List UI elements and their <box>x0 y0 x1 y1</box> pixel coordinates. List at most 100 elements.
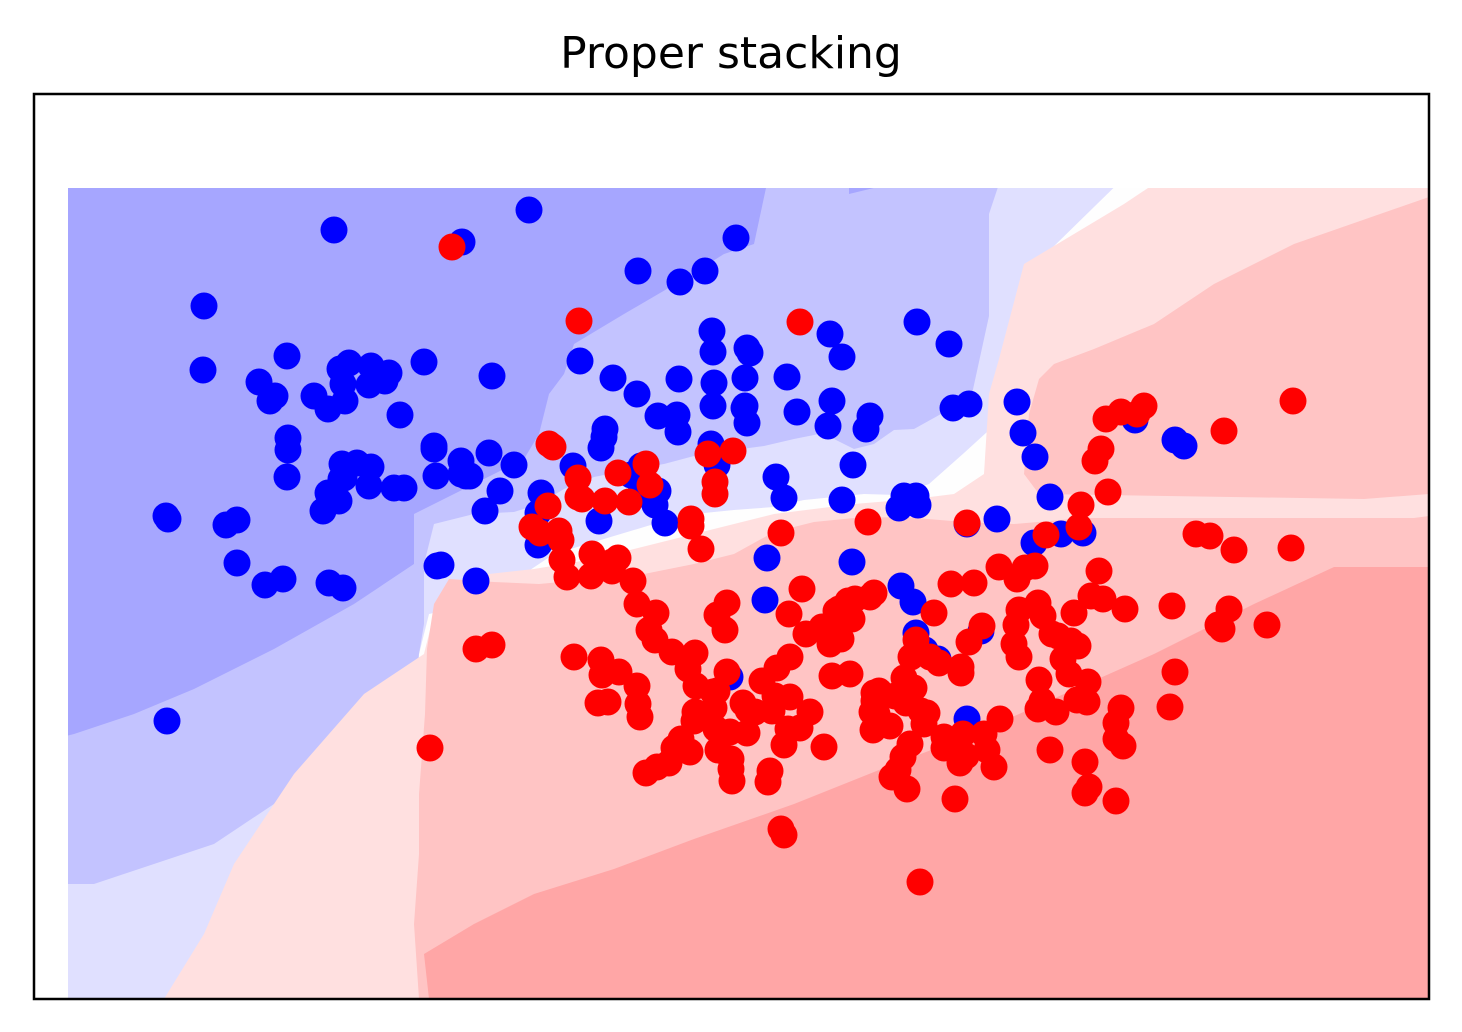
point-red-92 <box>1065 513 1093 541</box>
point-blue-34 <box>818 387 846 415</box>
point-blue-29 <box>699 392 727 420</box>
point-blue-110 <box>753 544 781 572</box>
point-blue-37 <box>935 330 963 358</box>
point-red-105 <box>1161 658 1189 686</box>
point-red-192 <box>717 755 745 783</box>
point-red-110 <box>1111 595 1139 623</box>
point-blue-95 <box>751 586 779 614</box>
point-red-215 <box>1277 534 1305 562</box>
point-blue-3 <box>722 224 750 252</box>
point-red-9 <box>636 471 664 499</box>
point-red-23 <box>553 563 581 591</box>
point-blue-7 <box>190 292 218 320</box>
point-blue-43 <box>386 401 414 429</box>
point-red-172 <box>947 659 975 687</box>
point-blue-121 <box>839 451 867 479</box>
point-red-121 <box>986 705 1014 733</box>
point-red-80 <box>960 569 988 597</box>
point-blue-6 <box>666 268 694 296</box>
point-red-99 <box>1196 522 1224 550</box>
point-red-146 <box>1071 779 1099 807</box>
point-blue-71 <box>330 464 358 492</box>
scatter-points <box>152 196 1307 896</box>
point-red-14 <box>694 440 722 468</box>
point-red-178 <box>818 662 846 690</box>
point-red-184 <box>776 683 804 711</box>
point-blue-48 <box>422 462 450 490</box>
point-red-130 <box>916 643 944 671</box>
point-blue-15 <box>478 362 506 390</box>
point-red-173 <box>937 570 965 598</box>
point-red-114 <box>1036 736 1064 764</box>
point-blue-73 <box>300 382 328 410</box>
point-blue-137 <box>1170 432 1198 460</box>
point-red-91 <box>1089 585 1117 613</box>
point-red-179 <box>810 733 838 761</box>
point-blue-4 <box>691 257 719 285</box>
point-red-127 <box>1024 695 1052 723</box>
point-red-152 <box>1060 599 1088 627</box>
point-red-49 <box>681 639 709 667</box>
point-red-154 <box>756 757 784 785</box>
point-red-150 <box>1063 686 1091 714</box>
point-red-13 <box>539 433 567 461</box>
point-blue-91 <box>762 463 790 491</box>
point-red-0 <box>438 233 466 261</box>
point-blue-78 <box>390 474 418 502</box>
point-blue-22 <box>699 338 727 366</box>
point-red-42 <box>478 631 506 659</box>
point-red-59 <box>733 719 761 747</box>
point-blue-67 <box>273 463 301 491</box>
point-red-20 <box>687 535 715 563</box>
point-blue-14 <box>410 348 438 376</box>
point-blue-138 <box>1021 443 1049 471</box>
point-red-200 <box>624 690 652 718</box>
point-blue-33 <box>828 343 856 371</box>
point-blue-28 <box>783 398 811 426</box>
point-blue-63 <box>152 502 180 530</box>
chart-title: Proper stacking <box>560 28 902 79</box>
point-red-103 <box>1094 478 1122 506</box>
point-red-176 <box>860 679 888 707</box>
point-blue-0 <box>320 216 348 244</box>
point-blue-126 <box>983 505 1011 533</box>
point-blue-66 <box>274 436 302 464</box>
point-blue-117 <box>838 548 866 576</box>
point-red-123 <box>1029 602 1057 630</box>
point-blue-5 <box>624 257 652 285</box>
point-red-196 <box>681 698 709 726</box>
point-red-185 <box>775 600 803 628</box>
point-red-167 <box>968 612 996 640</box>
point-red-207 <box>568 485 596 513</box>
point-red-84 <box>1032 521 1060 549</box>
point-red-95 <box>1087 435 1115 463</box>
point-red-153 <box>770 821 798 849</box>
point-red-142 <box>946 749 974 777</box>
point-blue-98 <box>590 423 618 451</box>
point-red-201 <box>588 661 616 689</box>
point-red-203 <box>564 464 592 492</box>
point-blue-25 <box>733 334 761 362</box>
point-red-32 <box>711 616 739 644</box>
point-red-151 <box>1025 666 1053 694</box>
point-red-190 <box>702 715 730 743</box>
point-red-24 <box>619 567 647 595</box>
point-red-214 <box>1215 595 1243 623</box>
point-red-170 <box>1000 630 1028 658</box>
point-red-77 <box>920 599 948 627</box>
point-blue-23 <box>731 364 759 392</box>
point-blue-97 <box>663 401 691 429</box>
point-blue-35 <box>856 402 884 430</box>
point-blue-41 <box>256 387 284 415</box>
point-red-8 <box>632 450 660 478</box>
point-blue-129 <box>904 491 932 519</box>
point-red-1 <box>565 307 593 335</box>
point-red-102 <box>1279 387 1307 415</box>
point-blue-65 <box>269 565 297 593</box>
point-red-100 <box>1220 536 1248 564</box>
point-blue-39 <box>189 356 217 384</box>
point-red-160 <box>816 630 844 658</box>
point-blue-30 <box>816 320 844 348</box>
point-red-198 <box>660 734 688 762</box>
